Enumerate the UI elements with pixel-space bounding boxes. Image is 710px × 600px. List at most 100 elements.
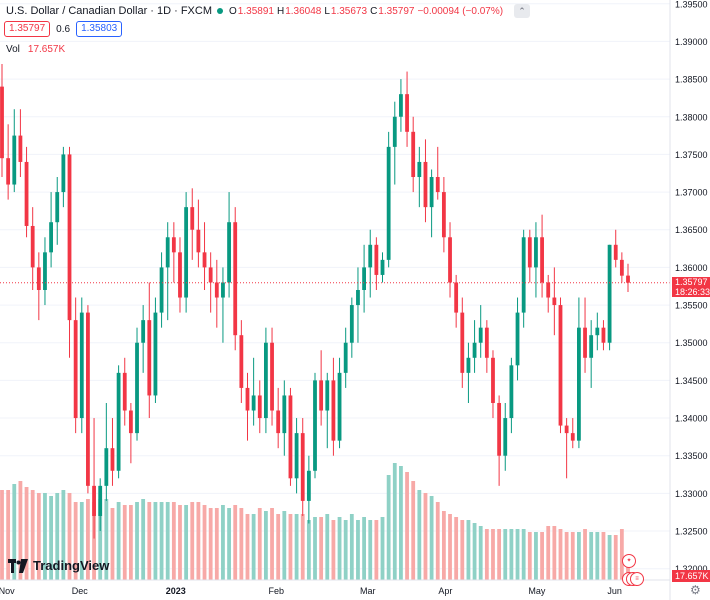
candle-body <box>92 485 96 516</box>
volume-bar <box>55 493 60 580</box>
ohlc-close-key: C <box>370 5 378 17</box>
volume-bars <box>0 463 630 580</box>
candle-body <box>386 146 391 260</box>
volume-bar <box>540 532 544 580</box>
candle-body <box>159 267 164 313</box>
volume-bar <box>18 481 23 580</box>
chevron-up-icon[interactable]: ⌃ <box>514 4 531 18</box>
volume-bar <box>534 532 538 580</box>
candle-body <box>343 342 348 373</box>
ohlc-high: H1.36048 <box>277 6 321 17</box>
candle-body <box>362 267 367 290</box>
candle-body <box>202 252 207 268</box>
candle-body <box>313 380 317 471</box>
candle-body <box>221 282 225 298</box>
candle-body <box>527 237 532 268</box>
volume-bar <box>251 514 256 580</box>
ohlc-close-value: 1.35797 <box>378 5 415 17</box>
y-tick-label: 1.39000 <box>675 37 708 47</box>
y-tick-label: 1.37000 <box>675 188 708 198</box>
ohlc-change: −0.00094 (−0.07%) <box>417 5 504 17</box>
candle-body <box>171 237 176 253</box>
x-tick-label: 2023 <box>166 586 186 596</box>
x-tick-label: Feb <box>269 586 285 596</box>
volume-bar <box>386 475 391 580</box>
symbol-title[interactable]: U.S. Dollar / Canadian Dollar · 1D · FXC… <box>6 5 213 17</box>
ohlc-low: L1.35673 <box>324 6 367 17</box>
volume-bar <box>306 520 311 580</box>
volume-bar <box>313 517 317 580</box>
volume-bar <box>337 517 342 580</box>
candle-body <box>73 320 78 419</box>
sell-button[interactable]: 1.35797 <box>4 21 51 37</box>
candle-body <box>233 222 238 336</box>
buy-button[interactable]: 1.35803 <box>76 21 123 37</box>
volume-value: 17.657K <box>27 44 66 55</box>
candle-body <box>98 485 103 516</box>
volume-bar <box>484 529 489 580</box>
canada-flag-icon[interactable]: ✦ <box>622 553 636 568</box>
candle-body <box>36 267 41 290</box>
volume-bar <box>472 523 477 580</box>
volume-bar <box>362 517 367 580</box>
candle-body <box>110 448 115 471</box>
candle-body <box>214 282 219 298</box>
volume-bar <box>67 493 72 580</box>
volume-bar <box>135 502 139 580</box>
volume-bar <box>202 505 207 580</box>
volume-bar <box>380 517 385 580</box>
volume-bar <box>43 493 47 580</box>
candle-body <box>239 335 244 388</box>
volume-bar <box>24 487 29 580</box>
y-tick-label: 1.36000 <box>675 263 708 273</box>
candle-body <box>576 327 581 441</box>
candle-body <box>300 433 305 501</box>
tradingview-logo-text: TradingView <box>33 558 110 573</box>
last-price-tag: 1.35797 18:26:33 <box>672 276 710 297</box>
volume-bar <box>104 499 109 580</box>
candle-body <box>392 116 397 147</box>
candle-body <box>18 135 23 162</box>
gear-icon[interactable]: ⚙ <box>690 583 701 597</box>
candle-body <box>30 225 35 268</box>
y-tick-label: 1.36500 <box>675 225 708 235</box>
volume-bar <box>0 490 4 580</box>
volume-bar <box>448 514 452 580</box>
volume-label[interactable]: Vol <box>6 44 20 55</box>
y-tick-label: 1.32500 <box>675 527 708 537</box>
candle-body <box>583 327 587 358</box>
ohlc-open-value: 1.35891 <box>237 5 274 17</box>
price-axis[interactable]: 1.39500 1.39000 1.38500 1.38000 1.37500 1.370… <box>669 0 708 600</box>
candle-body <box>448 237 452 283</box>
candle-body <box>331 380 336 441</box>
time-axis[interactable]: Nov Dec 2023 Feb Mar Apr May Jun <box>0 579 670 596</box>
volume-bar <box>36 493 41 580</box>
candle-body <box>325 380 330 411</box>
volume-bar <box>454 517 459 580</box>
volume-bar <box>399 466 403 580</box>
x-tick-label: Apr <box>438 586 452 596</box>
candle-body <box>337 372 342 441</box>
candle-body <box>245 387 250 411</box>
candle-body <box>534 237 538 268</box>
volume-bar <box>159 502 164 580</box>
y-tick-label: 1.32000 <box>675 564 708 574</box>
candle-body <box>116 372 121 471</box>
y-tick-label: 1.39500 <box>675 0 708 9</box>
us-flag-icon[interactable]: ≡ <box>630 571 644 586</box>
volume-bar <box>110 508 115 580</box>
volume-bar <box>257 508 262 580</box>
candle-body <box>184 207 189 298</box>
volume-legend: Vol 17.657K <box>6 44 65 55</box>
candle-body <box>196 229 201 253</box>
candle-body <box>509 365 514 419</box>
candle-body <box>165 237 170 268</box>
candle-body <box>619 259 624 276</box>
candle-body <box>601 327 606 343</box>
tradingview-logo[interactable]: TradingView <box>8 558 109 573</box>
candle-body <box>429 177 434 208</box>
volume-bar <box>263 511 268 580</box>
candle-body <box>491 357 495 403</box>
